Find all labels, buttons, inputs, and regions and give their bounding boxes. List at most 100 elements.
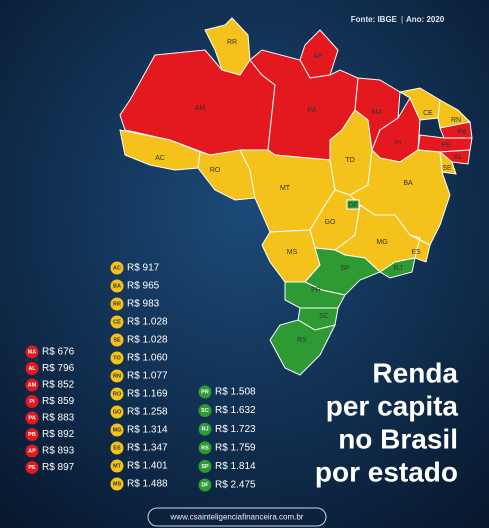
state-shape xyxy=(269,319,336,376)
legend-badge xyxy=(198,478,212,492)
legend-value: R$ 1.401 xyxy=(127,461,168,472)
legend-value: R$ 2.475 xyxy=(215,480,256,491)
legend: MA R$ 676 AL R$ 796 AM R$ 852 PI R$ 859 PA R$ 883… xyxy=(25,261,256,492)
state-shape xyxy=(409,234,431,263)
year: Ano: 2020 xyxy=(406,15,445,24)
legend-value: R$ 1.488 xyxy=(127,479,168,490)
legend-value: R$ 1.508 xyxy=(215,387,256,398)
legend-value: R$ 983 xyxy=(127,299,160,310)
legend-value: R$ 917 xyxy=(127,263,160,274)
title-line: no Brasil xyxy=(338,423,458,454)
legend-value: R$ 1.169 xyxy=(127,389,168,400)
state-label: GO xyxy=(325,219,336,226)
legend-badge xyxy=(110,351,124,365)
state-shape xyxy=(284,281,346,309)
legend-state: AM xyxy=(28,382,37,388)
legend-state: MG xyxy=(113,427,122,433)
legend-value: R$ 1.814 xyxy=(215,461,256,472)
legend-value: R$ 676 xyxy=(42,347,75,358)
legend-badge xyxy=(198,459,212,473)
state-label: MS xyxy=(287,249,298,256)
legend-value: R$ 1.347 xyxy=(127,443,168,454)
legend-value: R$ 1.258 xyxy=(127,407,168,418)
legend-value: R$ 892 xyxy=(42,429,75,440)
state-label: SC xyxy=(319,313,329,320)
legend-state: DF xyxy=(201,482,209,488)
state-shape xyxy=(346,199,360,210)
website-box xyxy=(147,507,327,527)
separator: | xyxy=(401,15,403,24)
state-shape xyxy=(437,99,472,129)
state-label: RN xyxy=(451,117,461,124)
legend-badge xyxy=(110,261,124,275)
legend-badge xyxy=(25,362,39,375)
state-label: MG xyxy=(376,239,387,246)
state-label: PA xyxy=(308,107,317,114)
state-label: MT xyxy=(280,185,291,192)
state-label: AL xyxy=(454,154,463,161)
legend-value: R$ 883 xyxy=(42,413,75,424)
legend-badge xyxy=(198,422,212,436)
state-label: MA xyxy=(372,109,383,116)
legend-state: SE xyxy=(113,337,121,343)
legend-badge xyxy=(110,297,124,311)
legend-value: R$ 893 xyxy=(42,446,75,457)
legend-value: R$ 1.028 xyxy=(127,317,168,328)
state-label: SE xyxy=(442,165,452,172)
state-label: RJ xyxy=(394,265,403,272)
website: www.csainteligenciafinanceira.com.br xyxy=(170,513,304,522)
legend-value: R$ 1.723 xyxy=(215,424,256,435)
legend-value: R$ 1.077 xyxy=(127,371,168,382)
legend-state: BA xyxy=(113,283,121,289)
legend-value: R$ 859 xyxy=(42,396,75,407)
legend-badge xyxy=(25,345,39,359)
state-label: PE xyxy=(441,142,451,149)
state-label: BA xyxy=(403,180,413,187)
legend-badge xyxy=(110,405,124,419)
state-label: AP xyxy=(313,53,323,60)
state-label: CE xyxy=(423,110,433,117)
state-label: DF xyxy=(348,202,357,209)
state-label: ES xyxy=(411,249,421,256)
legend-state: RN xyxy=(113,373,121,379)
legend-value: R$ 1.028 xyxy=(127,335,168,346)
legend-value: R$ 796 xyxy=(42,363,75,374)
legend-badge xyxy=(198,404,212,418)
legend-badge xyxy=(110,423,124,437)
state-label: PI xyxy=(395,140,402,147)
map xyxy=(119,17,473,376)
state-shape xyxy=(379,257,416,279)
legend-value: R$ 1.314 xyxy=(127,425,168,436)
title-line: per capita xyxy=(326,390,459,421)
legend-state: PB xyxy=(28,432,36,438)
source: Fonte: IBGE xyxy=(351,15,398,24)
state-label: RS xyxy=(297,337,307,344)
legend-badge xyxy=(25,428,39,441)
legend-state: GO xyxy=(113,409,122,415)
legend-state: ES xyxy=(113,445,121,451)
state-label: PB xyxy=(457,129,467,136)
legend-state: PA xyxy=(28,415,35,421)
title-line: Renda xyxy=(372,357,458,388)
legend-state: AC xyxy=(113,265,121,271)
legend-badge xyxy=(110,387,124,401)
state-label: PR xyxy=(311,287,321,294)
legend-badge xyxy=(110,441,124,455)
legend-value: R$ 1.632 xyxy=(215,405,256,416)
legend-badge xyxy=(25,395,39,408)
legend-badge xyxy=(25,378,39,392)
legend-badge xyxy=(110,477,124,491)
legend-state: SP xyxy=(201,464,209,470)
legend-state: RR xyxy=(113,301,121,307)
legend-state: TO xyxy=(113,355,121,361)
legend-badge xyxy=(110,333,124,347)
state-label: AM xyxy=(195,105,206,112)
legend-state: CE xyxy=(113,319,121,325)
state-shape xyxy=(119,129,201,171)
legend-badge xyxy=(25,411,39,425)
state-label: TO xyxy=(345,157,355,164)
legend-state: RO xyxy=(113,391,122,397)
legend-badge xyxy=(110,315,124,329)
